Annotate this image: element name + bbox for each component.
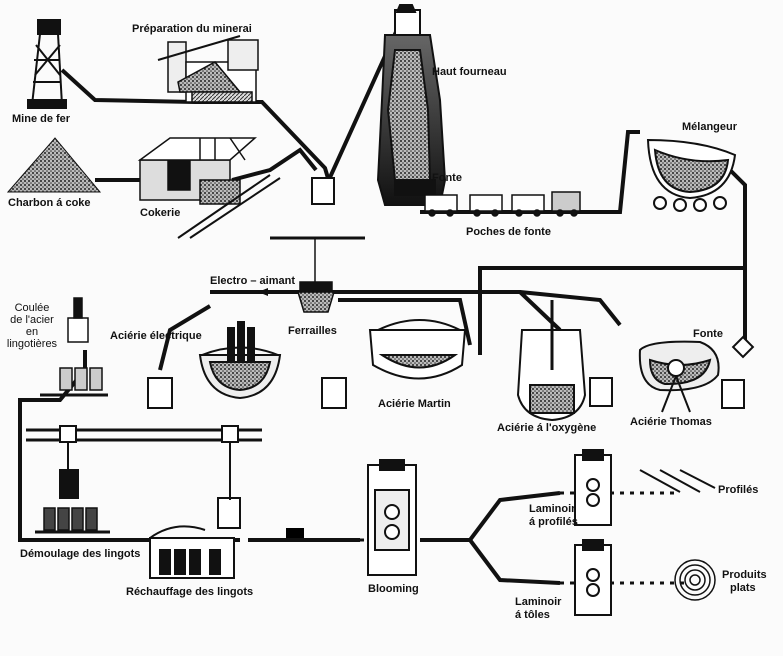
plate-mill-icon <box>574 539 612 616</box>
label-laminoir-profiles-1: Laminoir <box>529 503 576 515</box>
torpedo-cars-icon <box>424 191 581 217</box>
label-coulee-3: en <box>25 326 39 338</box>
label-acierie-martin: Aciérie Martin <box>378 398 451 410</box>
section-mill-icon <box>574 449 716 526</box>
label-cokerie: Cokerie <box>140 207 181 219</box>
blast-furnace-icon <box>376 4 447 206</box>
label-acierie-thomas: Aciérie Thomas <box>630 416 712 428</box>
soaking-pit-icon <box>149 525 235 579</box>
label-laminoir-toles-2: á tôles <box>515 609 550 621</box>
label-charbon: Charbon á coke <box>8 197 91 209</box>
billet-block <box>286 528 304 538</box>
blooming-mill-icon <box>367 459 417 576</box>
ingot-casting-icon <box>40 297 108 397</box>
thomas-converter-icon <box>638 335 755 413</box>
open-hearth-furnace-icon <box>368 319 467 380</box>
label-poches: Poches de fonte <box>466 226 551 238</box>
skip-car-icon <box>311 177 335 205</box>
label-fonte-right: Fonte <box>693 328 723 340</box>
label-ferrailles: Ferrailles <box>288 325 337 337</box>
flow-arrow <box>258 288 268 296</box>
label-demoulage: Démoulage des lingots <box>20 548 141 560</box>
label-mine: Mine de fer <box>12 113 71 125</box>
label-profiles: Profilés <box>718 484 759 496</box>
electric-furnace-icon <box>198 321 282 400</box>
label-haut-fourneau: Haut fourneau <box>432 66 507 78</box>
label-fonte-top: Fonte <box>432 172 462 184</box>
label-laminoir-toles-1: Laminoir <box>515 596 562 608</box>
label-produits-1: Produits <box>722 569 767 581</box>
label-acierie-oxygene: Aciérie á l'oxygène <box>497 422 597 434</box>
coil-icon <box>674 559 716 601</box>
cokerie-icon <box>137 137 281 239</box>
label-coulee-4: lingotières <box>6 338 58 350</box>
coal-pile-icon <box>6 137 102 193</box>
label-coulee-2: de l'acier <box>10 314 54 326</box>
electromagnet-icon <box>270 236 365 313</box>
ladle-icons <box>147 377 745 529</box>
label-coulee-1: Coulée <box>14 302 50 314</box>
label-produits-2: plats <box>730 582 756 594</box>
stripping-crane-icon <box>26 425 262 500</box>
mine-headframe-icon <box>27 19 67 109</box>
label-melangeur: Mélangeur <box>682 121 738 133</box>
mixer-icon <box>646 138 737 212</box>
label-rechauffage: Réchauffage des lingots <box>126 586 254 598</box>
label-preparation: Préparation du minerai <box>132 23 252 35</box>
label-laminoir-profiles-2: á profilés <box>529 516 578 528</box>
stripped-ingots-icon <box>35 507 110 534</box>
label-electro: Electro – aimant <box>210 275 295 287</box>
ore-preparation-icon <box>157 35 259 103</box>
label-acierie-electrique: Aciérie électrique <box>110 330 202 342</box>
oxygen-converter-icon <box>516 300 587 422</box>
label-blooming: Blooming <box>368 583 419 595</box>
